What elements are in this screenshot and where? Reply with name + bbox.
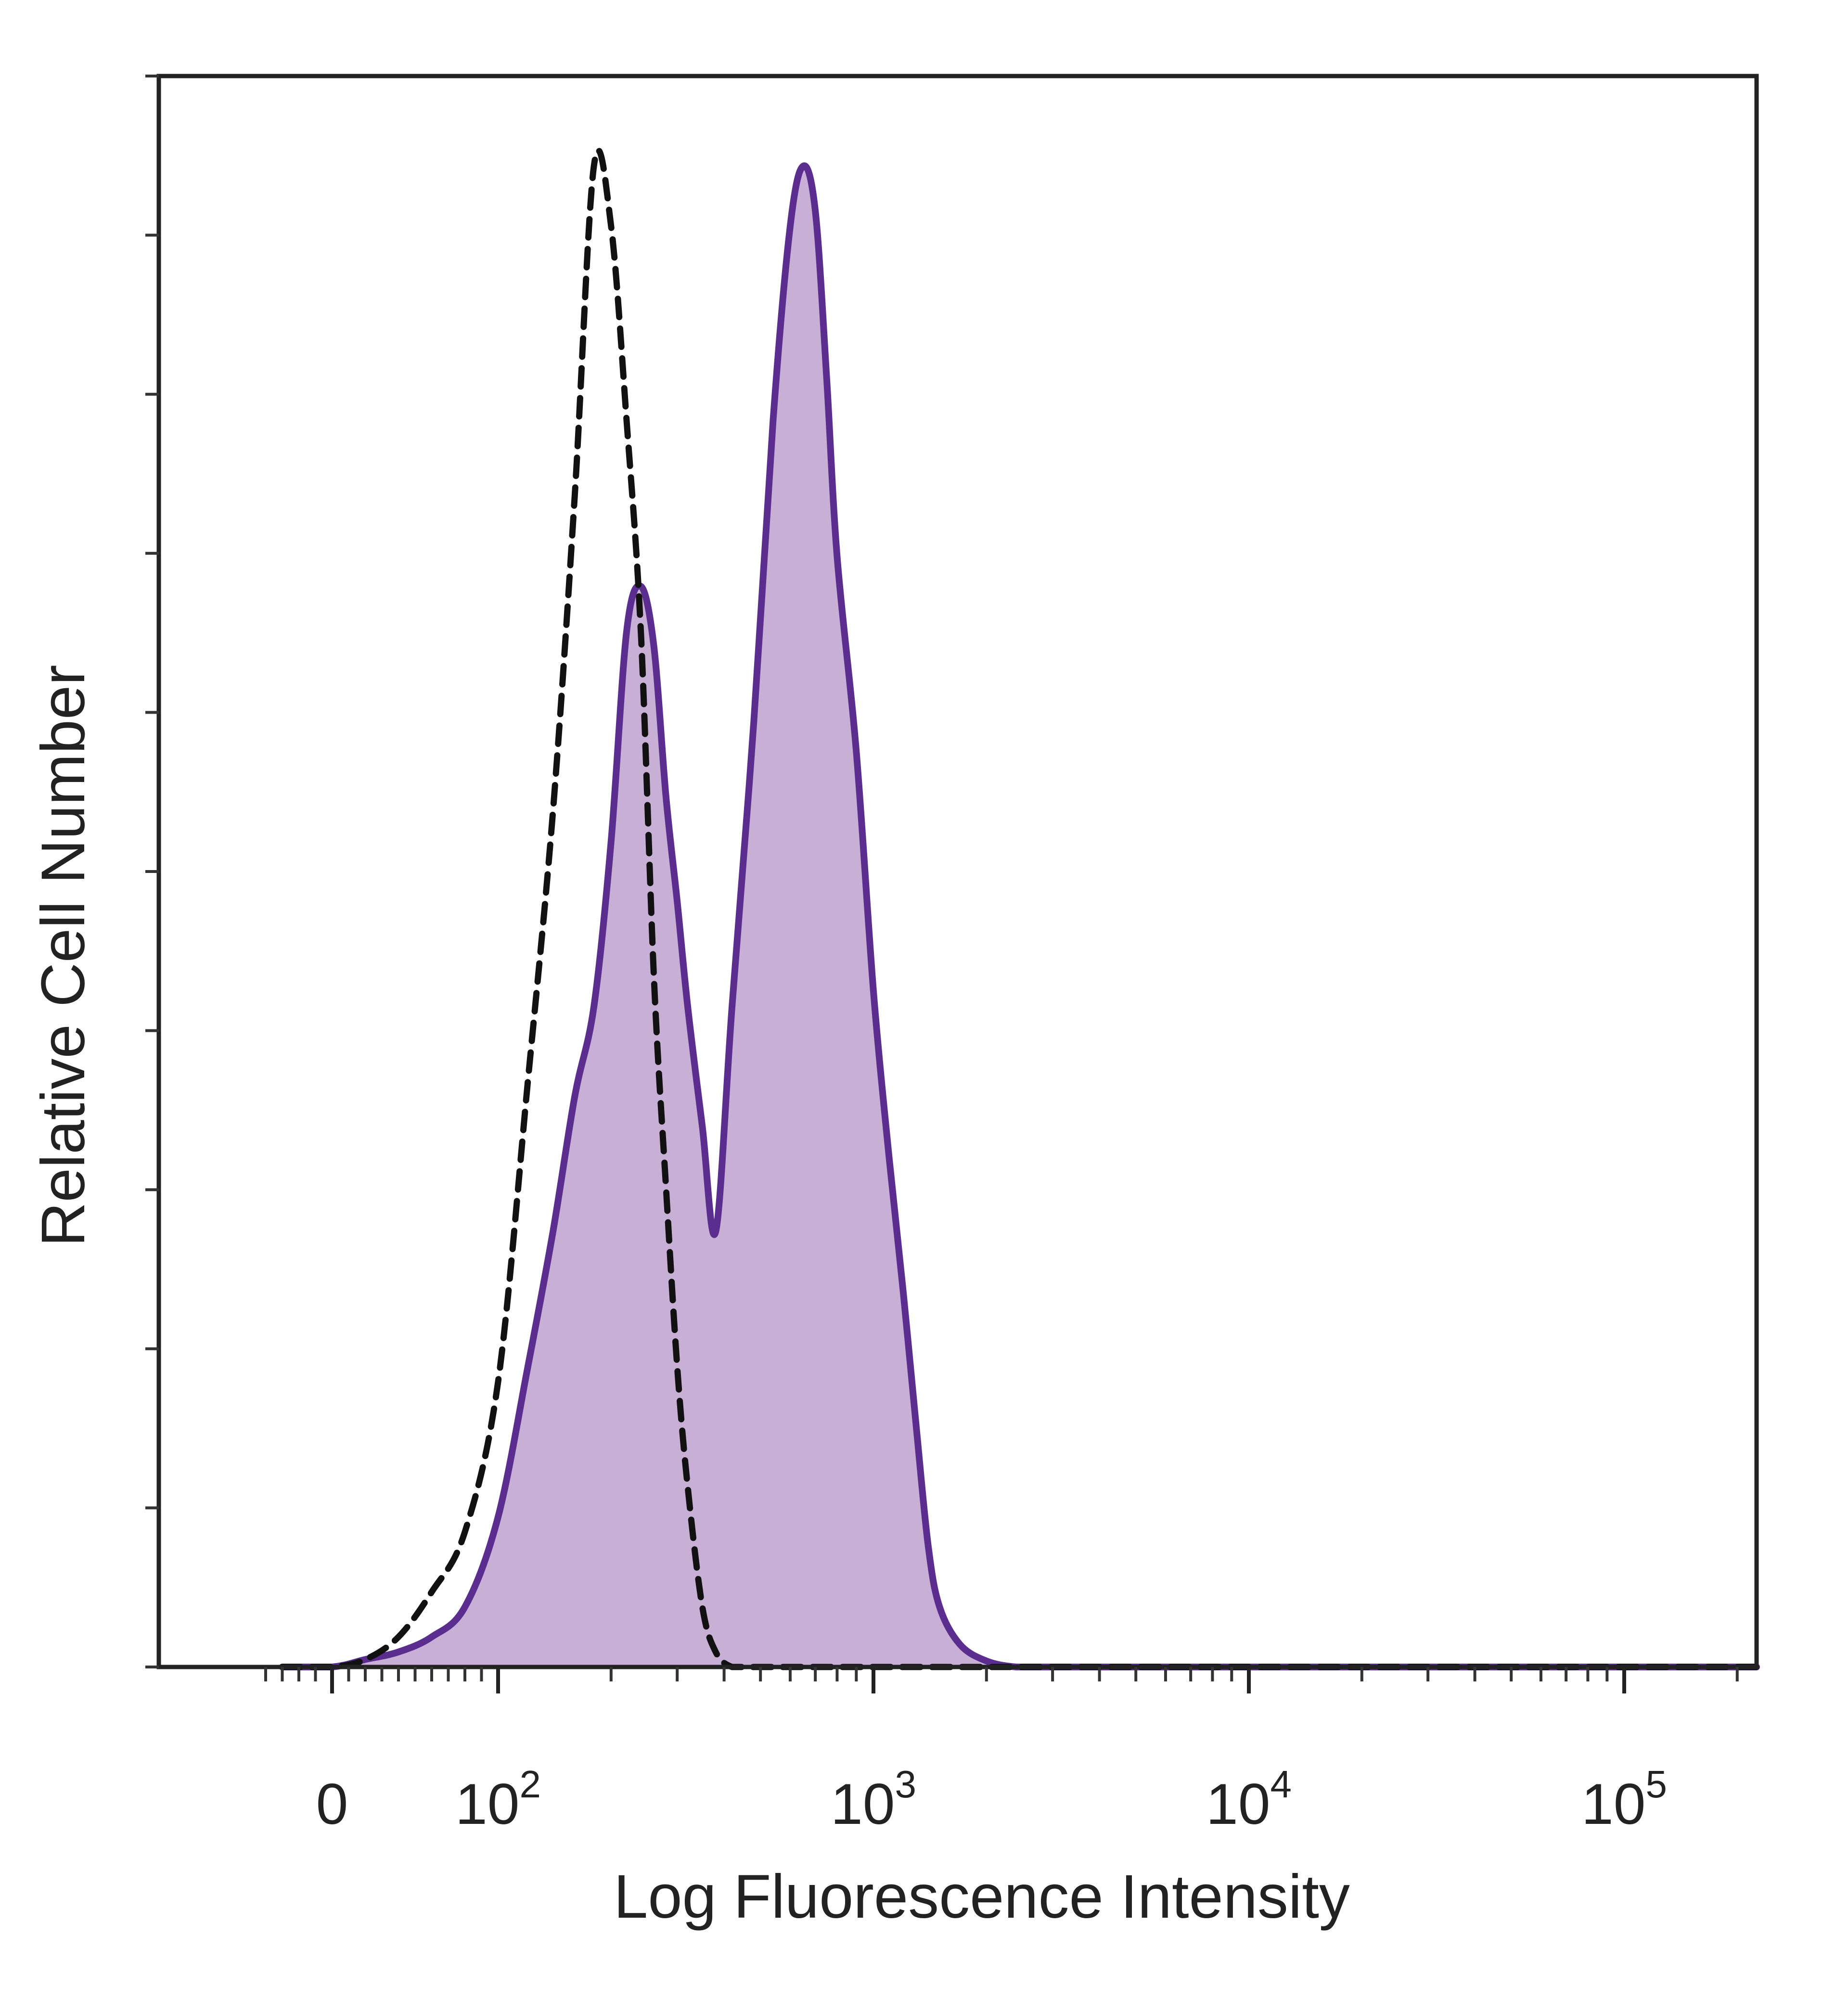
x-axis-ticks <box>264 1667 1739 1693</box>
series-stained-line <box>279 162 1760 1671</box>
series-layer <box>279 147 1760 1671</box>
x-tick-label: 0 <box>316 1772 348 1836</box>
x-axis-label: Log Fluorescence Intensity <box>614 1862 1350 1931</box>
x-tick-label: 105 <box>1581 1763 1667 1836</box>
x-tick-label: 103 <box>831 1763 916 1836</box>
x-tick-labels: 0 102 103 104 105 <box>316 1763 1667 1836</box>
series-stained-fill <box>282 166 1757 1667</box>
series-control-line <box>279 147 1760 1670</box>
x-tick-label: 104 <box>1206 1763 1292 1836</box>
plot-frame <box>156 74 1759 1669</box>
x-tick-label: 102 <box>455 1763 541 1836</box>
y-axis-label: Relative Cell Number <box>29 665 98 1246</box>
y-axis-ticks <box>145 75 159 1668</box>
